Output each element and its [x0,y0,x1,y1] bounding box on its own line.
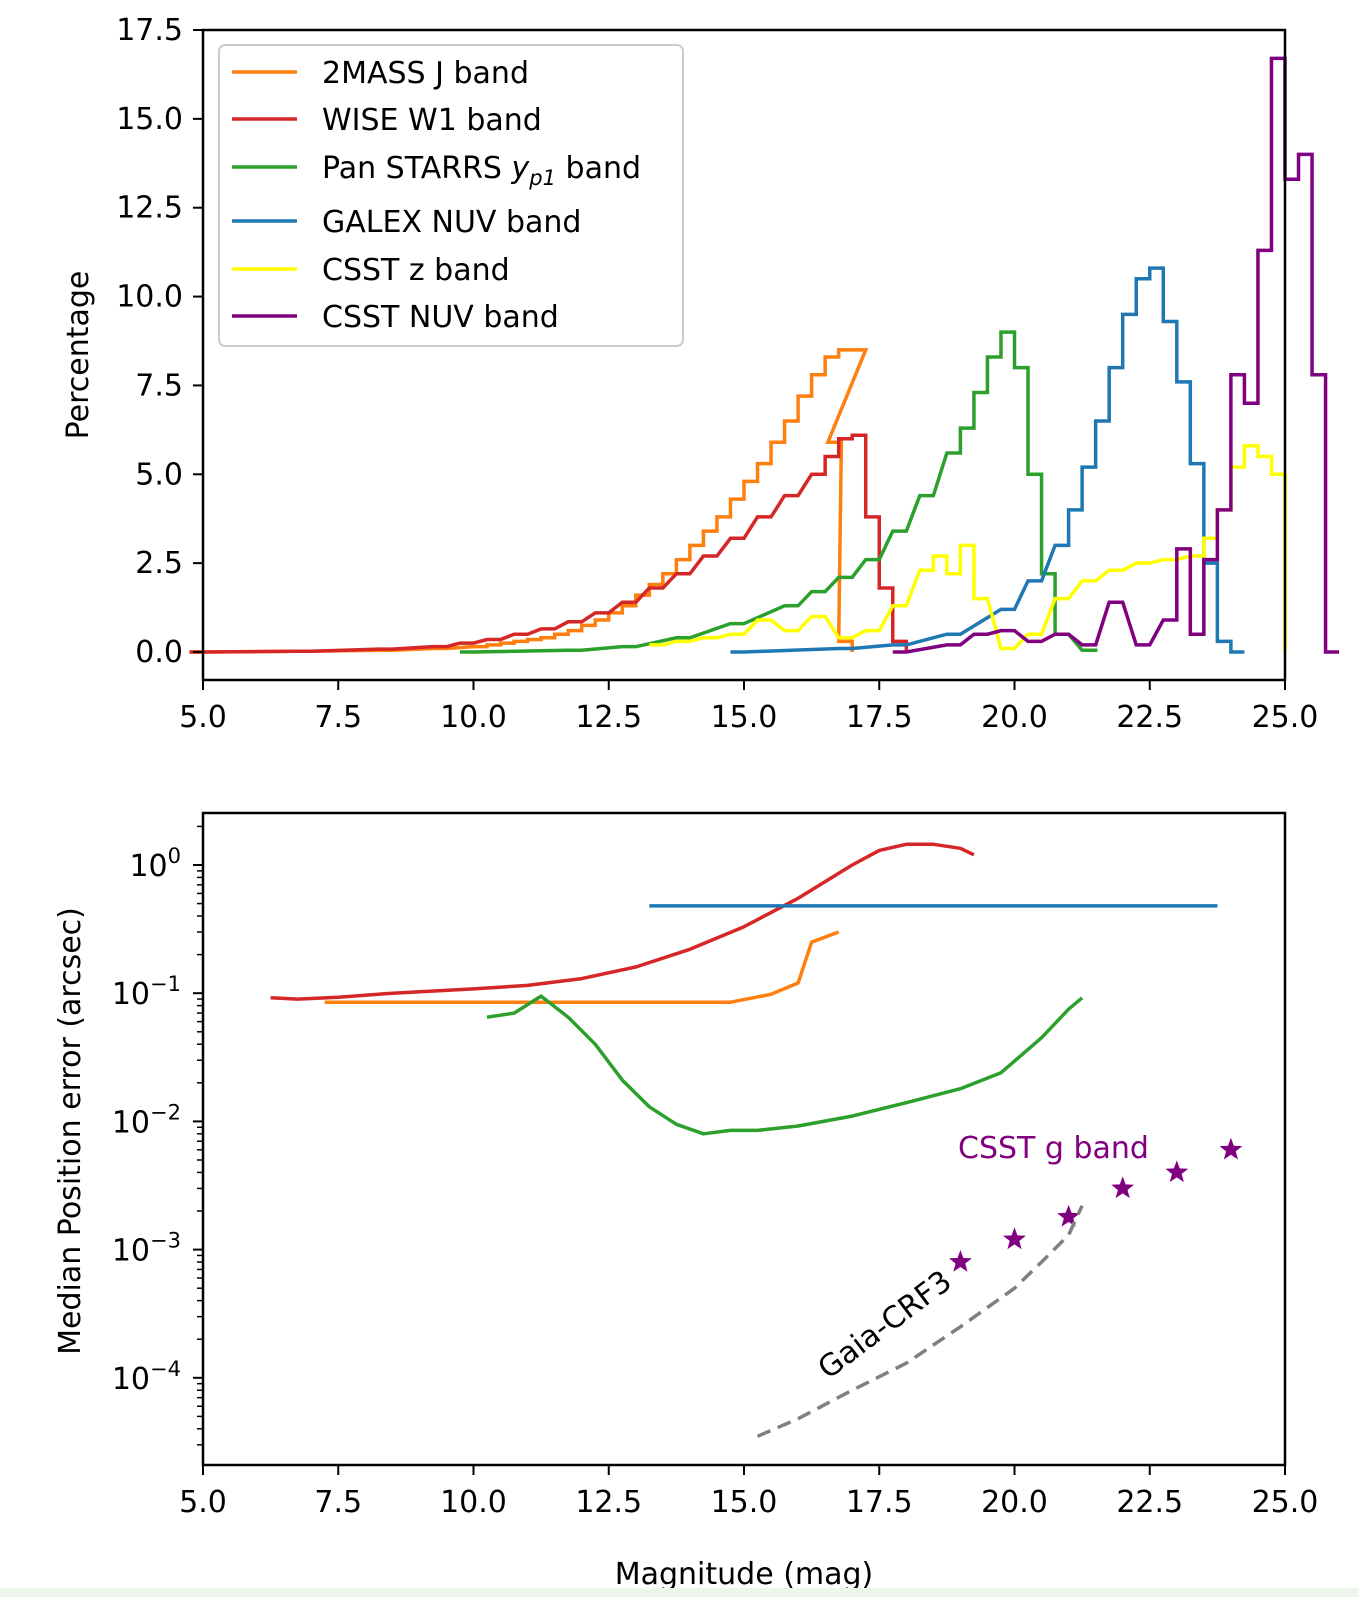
csst-g-star-marker [1003,1227,1026,1250]
top-y-tick-label: 0.0 [135,635,183,670]
hist-series-1 [189,433,909,654]
legend-box [218,44,684,347]
bottom-y-tick-label: 10−1 [112,972,181,1012]
bottom-x-tick-label: 15.0 [711,1485,778,1520]
csst-g-star-marker [1111,1176,1135,1199]
bottom-x-tick-label: 25.0 [1252,1485,1319,1520]
legend-label-0: 2MASS J band [322,56,529,91]
top-x-tick-label: 15.0 [711,700,778,735]
histogram-panel: 5.0 7.5 10.0 12.5 15.0 17.5 20.0 22.5 25.0 0.0 2.5… [61,13,1340,735]
top-x-tick-label: 25.0 [1252,700,1319,735]
bottom-y-tick-label: 100 [129,844,181,884]
bottom-x-tick-label: 22.5 [1116,1485,1183,1520]
error-series-0 [270,842,975,1001]
top-x-tick-label: 5.0 [179,700,227,735]
bottom-x-tick-label: 20.0 [981,1485,1048,1520]
top-x-tick-label: 7.5 [314,700,362,735]
hist-series-3 [730,266,1245,654]
bottom-x-tick-label: 17.5 [846,1485,913,1520]
top-y-tick-label: 10.0 [116,280,183,315]
legend-label-5: CSST NUV band [322,300,559,335]
csst-g-band-label: CSST g band [958,1131,1149,1166]
top-y-tick-label: 2.5 [135,546,183,581]
top-y-tick-label: 12.5 [116,191,183,226]
error-series-5 [756,1204,1084,1438]
bottom-y-tick-label: 10−3 [112,1229,181,1269]
bottom-strip [0,1588,1359,1597]
top-y-tick-label: 15.0 [116,102,183,137]
top-y-tick-label: 7.5 [135,368,183,403]
legend-label-4: CSST z band [322,253,510,288]
legend: 2MASS J band WISE W1 band Pan STARRS yp1 b… [218,44,684,347]
error-series-3 [486,994,1084,1136]
top-x-tick-label: 17.5 [846,700,913,735]
csst-g-star-marker [1219,1137,1243,1160]
hist-series-2 [459,330,1098,654]
top-x-tick-label: 10.0 [440,700,507,735]
error-series-2 [324,930,840,1004]
legend-label-1: WISE W1 band [322,103,542,138]
top-x-tick-label: 20.0 [981,700,1048,735]
legend-label-3: GALEX NUV band [322,205,581,240]
top-y-tick-label: 17.5 [116,13,183,48]
hist-series-0 [189,348,869,654]
top-y-tick-label: 5.0 [135,457,183,492]
bottom-y-tick-label: 10−2 [112,1100,181,1140]
legend-label-2: Pan STARRS yp1 band [322,151,641,190]
bottom-x-tick-label: 5.0 [179,1485,227,1520]
bottom-x-tick-label: 12.5 [575,1485,642,1520]
csst-g-star-marker [1165,1160,1189,1183]
csst-g-star-marker [1057,1204,1080,1227]
top-x-tick-label: 22.5 [1116,700,1183,735]
bottom-x-tick-label: 10.0 [440,1485,507,1520]
top-y-axis-title: Percentage [61,271,96,440]
bottom-x-axis-title: Magnitude (mag) [615,1557,874,1592]
bottom-x-tick-label: 7.5 [314,1485,362,1520]
top-x-tick-label: 12.5 [575,700,642,735]
bottom-y-tick-label: 10−4 [112,1357,181,1397]
bottom-y-axis-title: Median Position error (arcsec) [53,907,88,1355]
csst-g-star-marker [949,1250,972,1272]
